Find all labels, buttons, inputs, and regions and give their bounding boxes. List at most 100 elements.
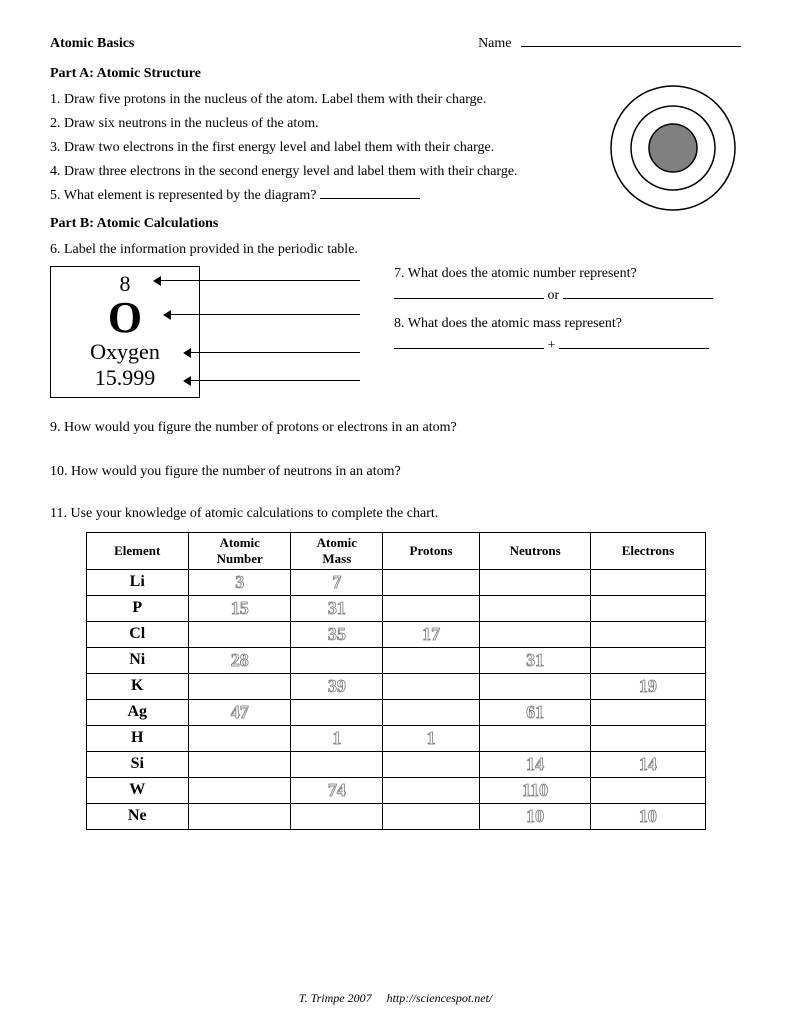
table-row: Ag 47 61 — [86, 699, 705, 725]
given-value: 1 — [427, 728, 436, 748]
th-protons: Protons — [383, 532, 480, 569]
q8-blank-2[interactable] — [559, 348, 709, 349]
data-cell[interactable] — [383, 595, 480, 621]
plus-word: + — [548, 338, 559, 353]
data-cell[interactable]: 74 — [291, 777, 383, 803]
table-row: Ni2831 — [86, 647, 705, 673]
arrow-mass — [190, 380, 360, 381]
element-cell: Si — [86, 751, 188, 777]
data-cell[interactable] — [479, 621, 590, 647]
element-cell: W — [86, 777, 188, 803]
data-cell[interactable] — [291, 699, 383, 725]
data-cell[interactable]: 10 — [591, 803, 705, 829]
q7-q8-column: 7. What does the atomic number represent… — [394, 266, 741, 354]
or-word: or — [548, 288, 563, 303]
data-cell[interactable] — [591, 647, 705, 673]
given-value: 110 — [522, 780, 548, 800]
data-cell[interactable] — [291, 803, 383, 829]
arrow-name — [190, 352, 360, 353]
data-cell[interactable]: 110 — [479, 777, 590, 803]
table-row: Si 1414 — [86, 751, 705, 777]
data-cell[interactable] — [383, 647, 480, 673]
q8: 8. What does the atomic mass represent? — [394, 316, 741, 332]
data-cell[interactable] — [291, 647, 383, 673]
data-cell[interactable]: 17 — [383, 621, 480, 647]
name-field-wrap: Name — [478, 36, 741, 52]
data-cell[interactable]: 61 — [479, 699, 590, 725]
data-cell[interactable]: 1 — [291, 725, 383, 751]
element-cell: Ne — [86, 803, 188, 829]
table-row: Ne 1010 — [86, 803, 705, 829]
data-cell[interactable] — [591, 569, 705, 595]
data-cell[interactable]: 1 — [383, 725, 480, 751]
given-value: 3 — [235, 572, 244, 592]
th-element: Element — [86, 532, 188, 569]
data-cell[interactable] — [383, 777, 480, 803]
given-value: 47 — [231, 702, 249, 722]
data-cell[interactable] — [383, 673, 480, 699]
q5-blank[interactable] — [320, 198, 420, 199]
q8-blank-1[interactable] — [394, 348, 544, 349]
table-row: K3919 — [86, 673, 705, 699]
data-cell[interactable] — [188, 803, 290, 829]
atom-nucleus — [649, 124, 697, 172]
header-row: Atomic Basics Name — [50, 36, 741, 52]
data-cell[interactable]: 3 — [188, 569, 290, 595]
given-value: 15 — [231, 598, 249, 618]
data-cell[interactable] — [291, 751, 383, 777]
data-cell[interactable] — [479, 569, 590, 595]
q11: 11. Use your knowledge of atomic calcula… — [50, 506, 741, 522]
given-value: 7 — [332, 572, 341, 592]
data-cell[interactable]: 35 — [291, 621, 383, 647]
data-cell[interactable] — [479, 595, 590, 621]
data-cell[interactable] — [591, 595, 705, 621]
th-atomic-number: AtomicNumber — [188, 532, 290, 569]
data-cell[interactable] — [591, 725, 705, 751]
name-blank-line[interactable] — [521, 46, 741, 47]
table-row: P1531 — [86, 595, 705, 621]
given-value: 17 — [422, 624, 440, 644]
data-cell[interactable] — [188, 725, 290, 751]
data-cell[interactable] — [591, 777, 705, 803]
data-cell[interactable]: 31 — [291, 595, 383, 621]
data-cell[interactable]: 31 — [479, 647, 590, 673]
element-cell: Ag — [86, 699, 188, 725]
data-cell[interactable]: 14 — [591, 751, 705, 777]
th-electrons: Electrons — [591, 532, 705, 569]
th-neutrons: Neutrons — [479, 532, 590, 569]
data-cell[interactable] — [383, 699, 480, 725]
data-cell[interactable]: 39 — [291, 673, 383, 699]
part-b-title: Part B: Atomic Calculations — [50, 216, 741, 232]
given-value: 28 — [231, 650, 249, 670]
element-cell: Li — [86, 569, 188, 595]
data-cell[interactable] — [188, 751, 290, 777]
data-cell[interactable]: 10 — [479, 803, 590, 829]
data-cell[interactable] — [188, 673, 290, 699]
data-cell[interactable] — [591, 621, 705, 647]
data-cell[interactable] — [383, 569, 480, 595]
q7-blank-2[interactable] — [563, 298, 713, 299]
arrow-atomic-number — [160, 280, 360, 281]
q7-blank-1[interactable] — [394, 298, 544, 299]
th-atomic-mass: AtomicMass — [291, 532, 383, 569]
element-cell: H — [86, 725, 188, 751]
data-cell[interactable] — [383, 751, 480, 777]
data-cell[interactable] — [188, 777, 290, 803]
data-cell[interactable]: 14 — [479, 751, 590, 777]
table-row: Li 3 7 — [86, 569, 705, 595]
data-cell[interactable] — [591, 699, 705, 725]
q9: 9. How would you figure the number of pr… — [50, 420, 741, 436]
given-value: 1 — [332, 728, 341, 748]
q8-answer-line: + — [394, 338, 741, 354]
given-value: 19 — [639, 676, 657, 696]
data-cell[interactable] — [479, 673, 590, 699]
data-cell[interactable]: 7 — [291, 569, 383, 595]
data-cell[interactable] — [383, 803, 480, 829]
data-cell[interactable]: 28 — [188, 647, 290, 673]
data-cell[interactable]: 19 — [591, 673, 705, 699]
data-cell[interactable]: 15 — [188, 595, 290, 621]
data-cell[interactable]: 47 — [188, 699, 290, 725]
data-cell[interactable] — [479, 725, 590, 751]
data-cell[interactable] — [188, 621, 290, 647]
table-row: W 74 110 — [86, 777, 705, 803]
